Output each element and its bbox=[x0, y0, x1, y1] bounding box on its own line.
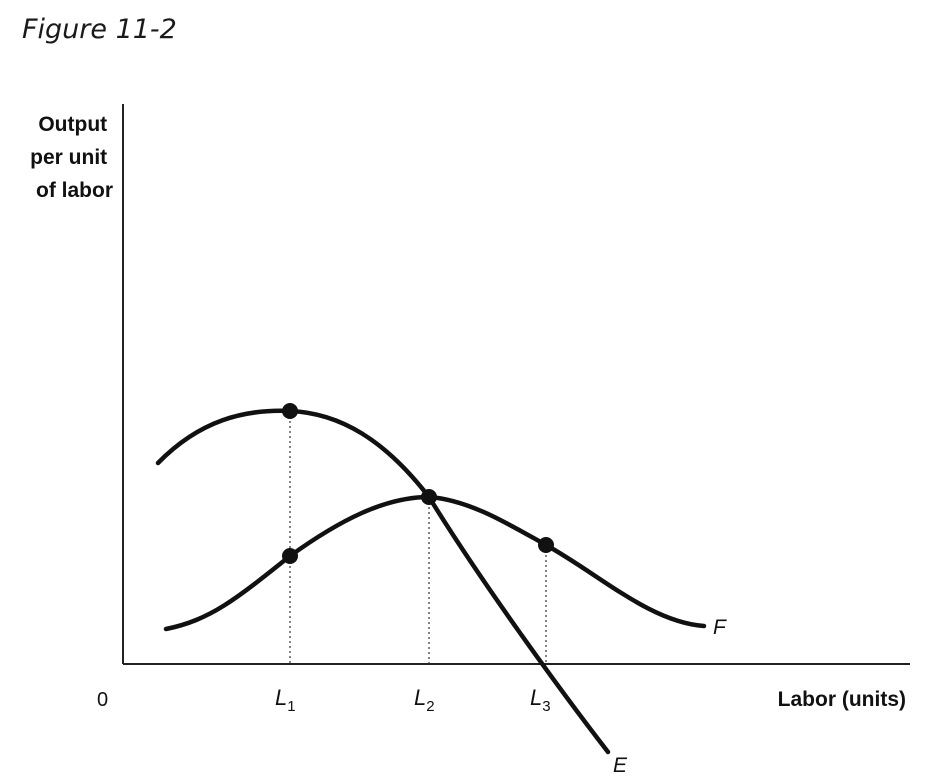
y-axis-label-line-1: Output bbox=[38, 113, 107, 136]
point-f-l1 bbox=[282, 548, 298, 564]
y-axis-label-line-3: of labor bbox=[36, 179, 113, 202]
series-f-line bbox=[163, 494, 707, 632]
series-e-line bbox=[155, 408, 611, 755]
x-axis-label: Labor (units) bbox=[778, 688, 906, 711]
point-intersection-l2 bbox=[421, 489, 437, 505]
x-tick-l1: L1 bbox=[275, 685, 296, 715]
point-f-l3 bbox=[538, 537, 554, 553]
series-f-label: F bbox=[713, 616, 727, 639]
x-tick-l3: L3 bbox=[530, 685, 551, 715]
figure-title: Figure 11-2 bbox=[22, 14, 177, 45]
y-axis-label: Output per unit of labor bbox=[30, 113, 113, 202]
origin-label: 0 bbox=[97, 689, 108, 711]
y-axis-label-line-2: per unit bbox=[30, 146, 107, 169]
series-e-label: E bbox=[613, 754, 628, 777]
point-e-l1 bbox=[282, 403, 298, 419]
x-tick-l2: L2 bbox=[414, 685, 435, 715]
